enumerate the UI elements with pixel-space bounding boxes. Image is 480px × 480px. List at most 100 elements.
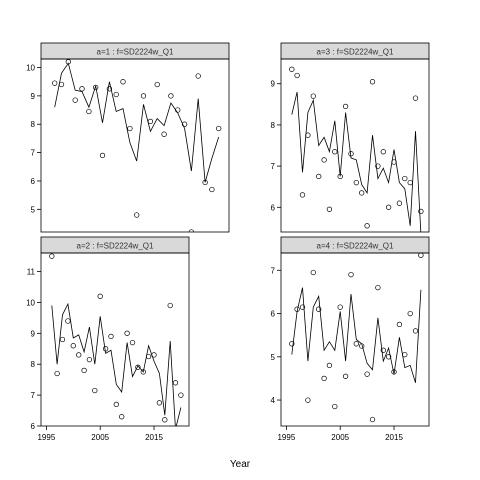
observed-point (148, 119, 153, 124)
fitted-series-line (292, 288, 421, 383)
observed-point (76, 353, 81, 358)
fitted-series-line (52, 304, 181, 429)
observed-point (354, 180, 359, 185)
x-tick-label: 2005 (91, 433, 109, 442)
observed-point (173, 381, 178, 386)
observed-point (134, 213, 139, 218)
strip-label: a=4 : f=SD2224w_Q1 (317, 242, 394, 251)
observed-point (300, 193, 305, 198)
observed-point (408, 180, 413, 185)
x-tick-label: 1995 (37, 433, 55, 442)
observed-point (413, 329, 418, 334)
observed-point (52, 81, 57, 86)
observed-point (419, 253, 424, 258)
y-tick-label: 5 (31, 205, 36, 214)
observed-point (290, 67, 295, 72)
observed-point (359, 191, 364, 196)
x-tick-label: 2015 (385, 433, 403, 442)
observed-point (163, 418, 168, 423)
y-tick-label: 6 (271, 203, 276, 212)
observed-point (168, 303, 173, 308)
panel-border (281, 59, 429, 232)
observed-point (100, 153, 105, 158)
fitted-series-line (292, 92, 421, 234)
observed-point (338, 305, 343, 310)
y-tick-label: 6 (271, 310, 276, 319)
observed-point (103, 347, 108, 352)
observed-point (59, 82, 64, 87)
observed-point (157, 401, 162, 406)
observed-point (216, 126, 221, 131)
observed-point (210, 187, 215, 192)
observed-point (80, 87, 85, 92)
observed-point (306, 398, 311, 403)
observed-point (376, 285, 381, 290)
observed-point (311, 94, 316, 99)
observed-point (98, 294, 103, 299)
panel-data (50, 254, 184, 429)
observed-point (322, 158, 327, 163)
observed-point (141, 94, 146, 99)
observed-point (196, 74, 201, 79)
y-tick-label: 7 (31, 149, 36, 158)
observed-point (408, 311, 413, 316)
observed-point (169, 94, 174, 99)
observed-point (121, 79, 126, 84)
strip-label: a=1 : f=SD2224w_Q1 (97, 48, 174, 57)
fitted-series-line (55, 63, 219, 182)
panel-border (41, 253, 189, 426)
observed-point (370, 79, 375, 84)
observed-point (343, 374, 348, 379)
observed-point (349, 272, 354, 277)
strip-label: a=2 : f=SD2224w_Q1 (77, 242, 154, 251)
y-tick-label: 10 (26, 298, 35, 307)
y-tick-label: 9 (31, 329, 36, 338)
y-tick-label: 9 (271, 80, 276, 89)
observed-point (419, 209, 424, 214)
panel-data (52, 60, 221, 235)
observed-point (66, 319, 71, 324)
panel-a4: a=4 : f=SD2224w_Q1 4 5 6 7 1995 2005 2015 (271, 237, 429, 442)
observed-point (343, 104, 348, 109)
y-tick-label: 8 (271, 121, 276, 130)
y-tick-label: 7 (271, 162, 276, 171)
observed-point (333, 404, 338, 409)
observed-point (87, 357, 92, 362)
observed-point (354, 342, 359, 347)
observed-point (128, 126, 133, 131)
observed-point (392, 160, 397, 165)
observed-point (327, 207, 332, 212)
observed-point (311, 270, 316, 275)
y-tick-label: 6 (31, 177, 36, 186)
strip-label: a=3 : f=SD2224w_Q1 (317, 48, 394, 57)
y-tick-label: 6 (31, 422, 36, 431)
observed-point (365, 372, 370, 377)
observed-point (403, 352, 408, 357)
panels-group: a=1 : f=SD2224w_Q1 5 6 7 8 9 10 a=3 : f=SD2224w… (26, 43, 429, 442)
observed-point (333, 149, 338, 154)
y-tick-label: 11 (27, 268, 36, 277)
y-tick-label: 9 (31, 92, 36, 101)
y-tick-label: 4 (271, 396, 276, 405)
y-tick-label: 7 (271, 266, 276, 275)
x-tick-label: 2005 (331, 433, 349, 442)
x-tick-label: 1995 (277, 433, 295, 442)
panel-border (281, 253, 429, 426)
observed-point (146, 354, 151, 359)
observed-point (50, 254, 55, 259)
observed-point (73, 98, 78, 103)
observed-point (82, 368, 87, 373)
panel-a3: a=3 : f=SD2224w_Q1 6 7 8 9 (271, 43, 429, 234)
observed-point (365, 224, 370, 229)
panel-border (41, 59, 229, 232)
observed-point (125, 331, 130, 336)
y-tick-label: 5 (271, 353, 276, 362)
observed-point (397, 201, 402, 206)
panel-a1: a=1 : f=SD2224w_Q15678910 (26, 43, 229, 234)
observed-point (87, 109, 92, 114)
x-axis-label: Year (230, 459, 251, 470)
observed-point (109, 334, 114, 339)
y-tick-label: 8 (31, 360, 36, 369)
panel-data (290, 67, 424, 234)
